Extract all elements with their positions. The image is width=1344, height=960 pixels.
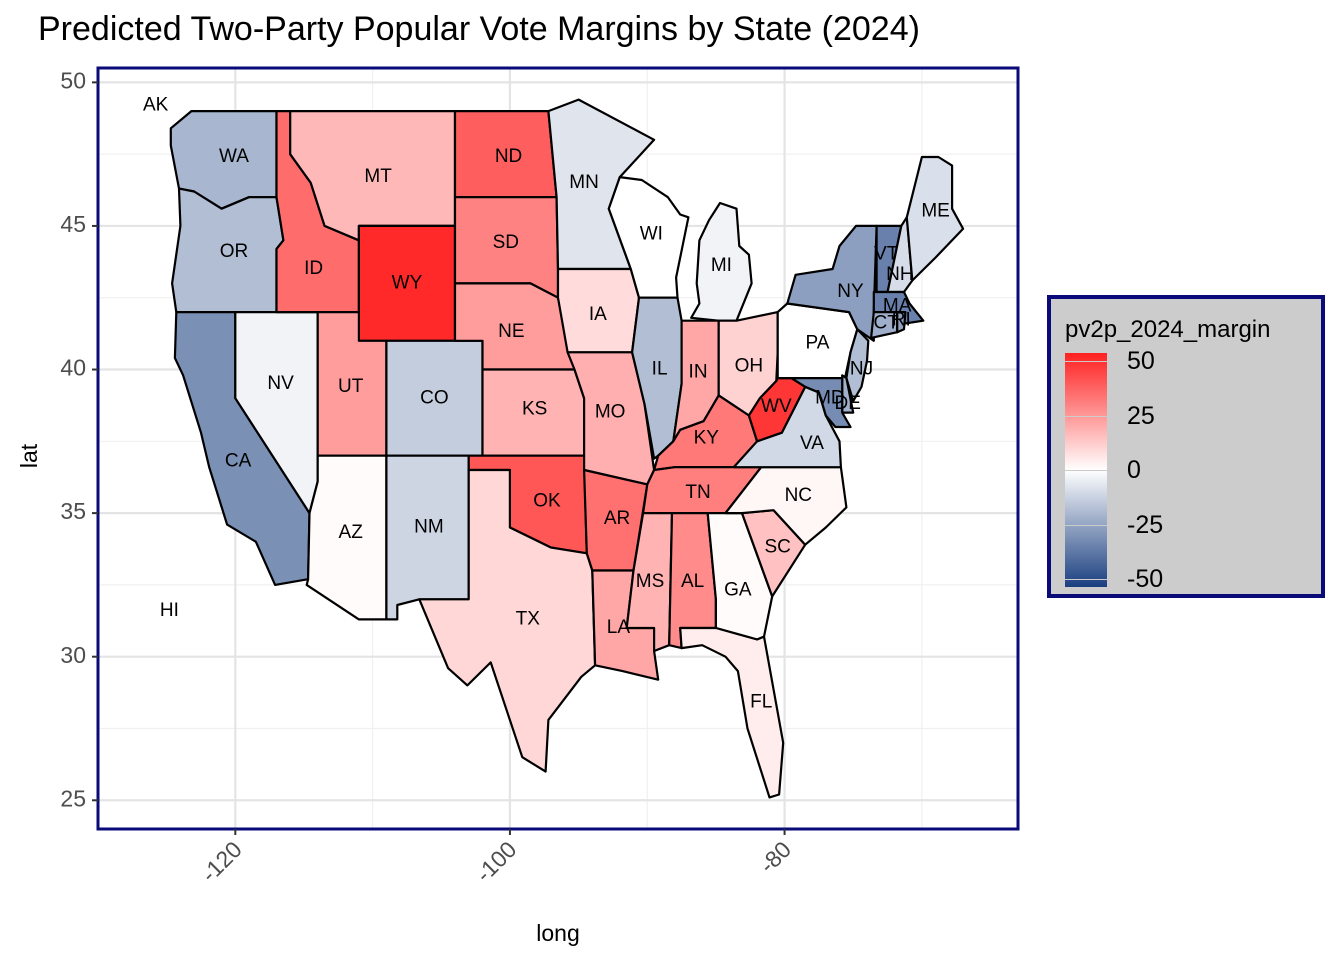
state-label-fl: FL	[750, 692, 772, 713]
state-label-me: ME	[921, 201, 950, 222]
state-labels: WA OR CA NV ID MT WY UT AZ CO NM ND SD NE KS OK TX MN IA MO…	[143, 94, 950, 712]
state-label-ak: AK	[143, 94, 169, 115]
state-label-sd: SD	[493, 232, 519, 253]
state-shapes	[169, 98, 965, 799]
state-label-nv: NV	[267, 373, 294, 394]
state-label-ok: OK	[533, 491, 561, 512]
state-label-wi: WI	[640, 224, 663, 245]
state-label-il: IL	[652, 359, 668, 380]
state-nm	[385, 454, 470, 621]
legend-tick-mark	[1065, 470, 1107, 471]
legend-tick-label: 50	[1127, 347, 1155, 375]
state-label-mo: MO	[595, 402, 626, 423]
legend-tick-mark	[1065, 524, 1107, 526]
panel-border	[96, 66, 1020, 831]
state-label-oh: OH	[735, 356, 764, 377]
legend-tick-label: 0	[1127, 456, 1141, 484]
state-label-al: AL	[681, 571, 704, 592]
state-label-az: AZ	[339, 522, 364, 543]
y-tick-label: 50	[60, 67, 86, 93]
state-label-ia: IA	[589, 304, 607, 325]
state-label-ri: RI	[892, 310, 911, 331]
state-label-wy: WY	[392, 272, 423, 293]
state-label-ky: KY	[694, 427, 720, 448]
state-label-mn: MN	[569, 172, 599, 193]
state-label-md: MD	[815, 387, 845, 408]
state-label-mi: MI	[711, 255, 732, 276]
state-label-tn: TN	[685, 482, 710, 503]
legend-tick-mark	[1065, 415, 1107, 417]
state-label-tx: TX	[516, 608, 541, 629]
state-label-de: DE	[835, 393, 861, 414]
state-label-wv: WV	[761, 396, 792, 417]
state-label-la: LA	[607, 617, 631, 638]
state-label-ut: UT	[338, 376, 364, 397]
y-tick-label: 30	[60, 642, 86, 668]
x-axis-title: long	[536, 920, 579, 946]
state-label-sc: SC	[764, 537, 790, 558]
state-label-in: IN	[689, 361, 708, 382]
state-label-nd: ND	[495, 146, 522, 167]
state-label-nj: NJ	[850, 359, 873, 380]
state-label-ca: CA	[225, 450, 252, 471]
state-label-hi: HI	[160, 600, 179, 621]
state-label-ma: MA	[883, 295, 912, 316]
legend-title: pv2p_2024_margin	[1065, 316, 1271, 343]
legend-tick-label: 25	[1127, 401, 1155, 430]
x-tick-label: -120	[196, 836, 247, 887]
state-label-nc: NC	[785, 485, 812, 506]
chart-title: Predicted Two-Party Popular Vote Margins…	[38, 10, 920, 48]
state-label-ms: MS	[636, 571, 665, 592]
y-tick-label: 35	[60, 498, 86, 524]
x-axis-ticks: -120 -100 -80	[196, 829, 796, 887]
state-nj	[845, 328, 870, 403]
state-label-pa: PA	[806, 333, 830, 354]
state-label-wa: WA	[219, 146, 249, 167]
state-label-va: VA	[800, 433, 824, 454]
state-label-id: ID	[304, 258, 323, 279]
y-tick-label: 45	[60, 211, 86, 237]
legend-tick-mark	[1065, 579, 1107, 580]
state-label-vt: VT	[874, 244, 899, 265]
state-tx	[418, 468, 597, 773]
state-md	[790, 377, 852, 429]
state-label-ny: NY	[837, 281, 864, 302]
state-label-mt: MT	[364, 166, 392, 187]
x-tick-label: -80	[754, 836, 796, 878]
legend: pv2p_2024_margin 50 25 0 -25 -50	[1047, 295, 1325, 598]
state-label-ks: KS	[522, 399, 547, 420]
y-axis-title: lat	[16, 443, 42, 468]
state-fl	[679, 626, 785, 799]
state-label-ne: NE	[498, 321, 524, 342]
state-wi	[607, 176, 690, 299]
legend-tick-label: -50	[1127, 565, 1164, 593]
state-label-co: CO	[420, 387, 449, 408]
state-label-ga: GA	[724, 580, 752, 601]
state-ms	[625, 511, 674, 653]
state-label-nm: NM	[414, 516, 444, 537]
y-tick-label: 40	[60, 355, 86, 381]
state-ri	[896, 311, 907, 334]
x-tick-label: -100	[471, 836, 522, 887]
state-label-nh: NH	[886, 264, 913, 285]
state-label-or: OR	[220, 241, 249, 262]
state-label-ct: CT	[874, 313, 900, 334]
y-tick-label: 25	[60, 785, 86, 811]
state-me	[905, 155, 965, 282]
state-label-ar: AR	[604, 508, 630, 529]
legend-tick-label: -25	[1127, 510, 1164, 539]
y-axis-ticks: 25 30 35 40 45 50	[60, 67, 98, 811]
legend-tick-mark	[1065, 361, 1107, 362]
